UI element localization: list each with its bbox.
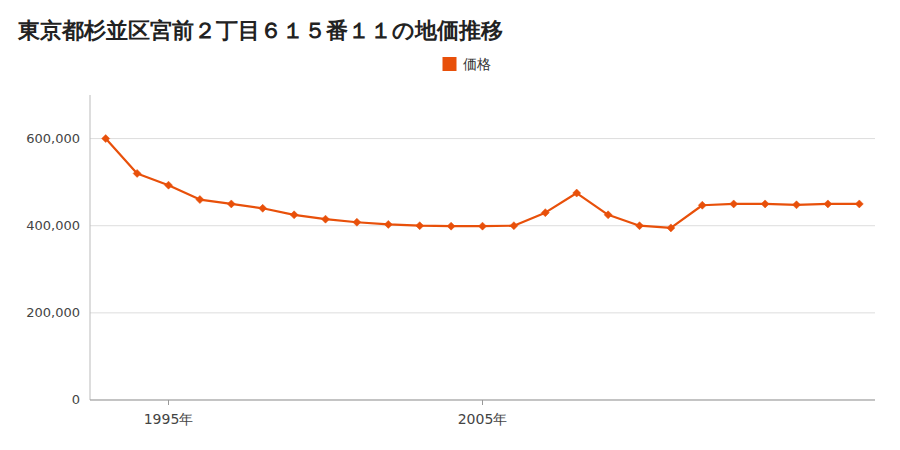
y-tick-label: 200,000 [26, 305, 80, 320]
y-tick-label: 600,000 [26, 131, 80, 146]
title: 東京都杉並区宮前２丁目６１５番１１の地価推移 [17, 18, 503, 43]
point-marker [165, 181, 173, 189]
x-tick-label: 1995年 [144, 411, 194, 427]
series-line [106, 139, 860, 228]
grid-line [90, 312, 875, 313]
point-marker [698, 201, 706, 209]
x-tick [482, 400, 483, 405]
point-marker [353, 218, 361, 226]
point-marker [541, 209, 549, 217]
point-marker [384, 220, 392, 228]
background [0, 0, 900, 450]
point-marker [447, 222, 455, 230]
legend-swatch [443, 57, 457, 71]
point-marker [102, 135, 110, 143]
point-marker [761, 200, 769, 208]
data-layer [102, 135, 864, 232]
point-marker [855, 200, 863, 208]
legend: 価格 [443, 56, 491, 72]
point-marker [259, 204, 267, 212]
point-marker [573, 189, 581, 197]
y-tick-label: 400,000 [26, 218, 80, 233]
x-tick [168, 400, 169, 405]
point-marker [196, 196, 204, 204]
point-marker [479, 222, 487, 230]
point-marker [510, 222, 518, 230]
point-marker [133, 169, 141, 177]
point-marker [636, 222, 644, 230]
point-marker [824, 200, 832, 208]
y-grid [90, 139, 875, 400]
point-marker [227, 200, 235, 208]
y-axis-line [90, 95, 91, 400]
y-tick-label: 0 [72, 392, 80, 407]
point-marker [667, 224, 675, 232]
point-marker [604, 211, 612, 219]
point-marker [322, 215, 330, 223]
chart-root: 東京都杉並区宮前２丁目６１５番１１の地価推移 0 200,000 400,000 600… [0, 0, 900, 450]
grid-line [90, 138, 875, 139]
point-marker [793, 201, 801, 209]
point-marker [416, 222, 424, 230]
point-marker [730, 200, 738, 208]
legend-label: 価格 [463, 56, 491, 72]
point-marker [290, 211, 298, 219]
x-tick-label: 2005年 [458, 411, 508, 427]
